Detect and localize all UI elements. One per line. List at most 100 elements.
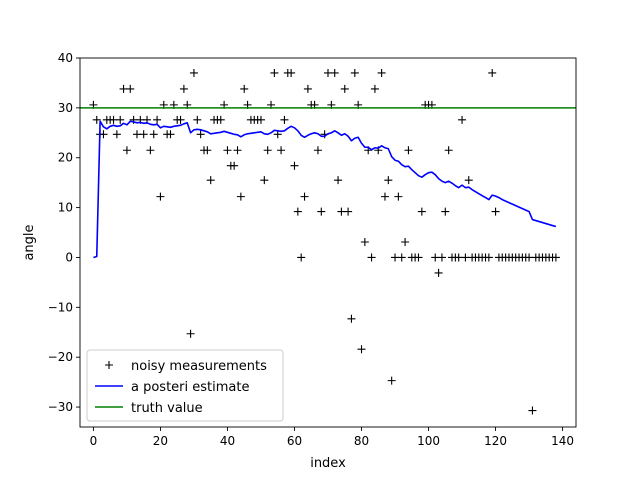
measurement-point (287, 68, 296, 77)
x-tick-label: 40 (220, 434, 235, 448)
measurement-point (193, 115, 202, 124)
legend-label: noisy measurements (131, 359, 267, 374)
measurement-point (260, 176, 269, 185)
plot-frame (79, 57, 577, 428)
x-tick-label: 20 (153, 434, 168, 448)
measurement-point (146, 146, 155, 155)
y-tick-label: −10 (48, 300, 73, 314)
measurement-point (153, 115, 162, 124)
y-tick-label: 20 (58, 151, 73, 165)
measurement-point (377, 68, 386, 77)
measurement-point (488, 68, 497, 77)
measurement-point (92, 115, 101, 124)
measurement-point (417, 207, 426, 216)
y-tick-label: 40 (58, 51, 73, 65)
measurement-point (528, 406, 537, 415)
measurement-point (367, 253, 376, 262)
measurement-point (240, 84, 249, 93)
measurement-point (401, 238, 410, 247)
measurement-point (186, 329, 195, 338)
measurement-point (347, 314, 356, 323)
measurement-point (196, 130, 205, 139)
measurement-point (233, 146, 242, 155)
measurement-point (273, 130, 282, 139)
measurement-point (149, 130, 158, 139)
measurement-point (126, 84, 135, 93)
measurement-point (380, 192, 389, 201)
measurement-point (277, 146, 286, 155)
measurement-point (236, 192, 245, 201)
legend-box (86, 349, 284, 422)
measurement-point (491, 207, 500, 216)
measurement-point (206, 176, 215, 185)
x-tick-label: 0 (90, 434, 98, 448)
y-tick-label: 30 (58, 101, 73, 115)
measurement-point (397, 253, 406, 262)
measurement-point (119, 84, 128, 93)
x-axis-label: index (310, 456, 346, 471)
measurement-point (350, 68, 359, 77)
measurement-point (414, 253, 423, 262)
measurement-point (387, 376, 396, 385)
measurement-point (330, 68, 339, 77)
measurement-point (437, 253, 446, 262)
measurement-point (461, 253, 470, 262)
measurement-point (337, 207, 346, 216)
measurement-point (116, 115, 125, 124)
measurement-point (370, 84, 379, 93)
measurement-point (551, 253, 560, 262)
measurement-point (166, 130, 175, 139)
x-tick-label: 120 (484, 434, 507, 448)
measurement-point (230, 161, 239, 170)
measurement-point (216, 115, 225, 124)
measurement-point (357, 345, 366, 354)
y-tick-label: 10 (58, 201, 73, 215)
measurement-point (99, 130, 108, 139)
measurement-point (334, 176, 343, 185)
measurement-point (132, 130, 141, 139)
measurement-point (300, 192, 309, 201)
measurement-point (317, 207, 326, 216)
legend-label: a posteri estimate (131, 380, 249, 395)
x-tick-label: 80 (354, 434, 369, 448)
measurement-point (290, 161, 299, 170)
measurement-point (270, 68, 279, 77)
measurement-point (139, 130, 148, 139)
estimate-line (93, 120, 557, 259)
x-tick-label: 100 (417, 434, 440, 448)
measurement-point (324, 68, 332, 77)
measurement-point (484, 253, 493, 262)
legend: noisy measurements a posteri estimate trut… (86, 349, 284, 422)
measurement-point (223, 146, 232, 155)
y-tick-label: 0 (65, 250, 73, 264)
measurement-point (525, 253, 534, 262)
measurement-point (297, 253, 306, 262)
measurement-point (189, 68, 198, 77)
x-tick-label: 60 (287, 434, 302, 448)
measurement-point (203, 146, 212, 155)
measurement-point (458, 115, 467, 124)
measurement-point (391, 253, 400, 262)
measurement-point (109, 115, 118, 124)
measurement-point (179, 84, 188, 93)
measurement-point (431, 253, 440, 262)
measurement-point (256, 115, 265, 124)
measurement-point (176, 115, 185, 124)
measurement-point (340, 84, 349, 93)
measurement-point (122, 146, 131, 155)
measurement-point (293, 207, 302, 216)
y-tick-label: −30 (48, 400, 73, 414)
legend-marker-measurements (105, 361, 113, 369)
measurement-point (344, 207, 353, 216)
x-tick-label: 140 (551, 434, 574, 448)
measurement-point (441, 207, 450, 216)
measurement-point (394, 192, 403, 201)
y-tick-label: −20 (48, 350, 73, 364)
measurement-point (360, 238, 369, 247)
measurement-point (444, 146, 453, 155)
measurement-point (404, 146, 413, 155)
y-axis-label: angle (22, 224, 37, 260)
measurement-point (464, 176, 473, 185)
measurement-point (454, 253, 463, 262)
